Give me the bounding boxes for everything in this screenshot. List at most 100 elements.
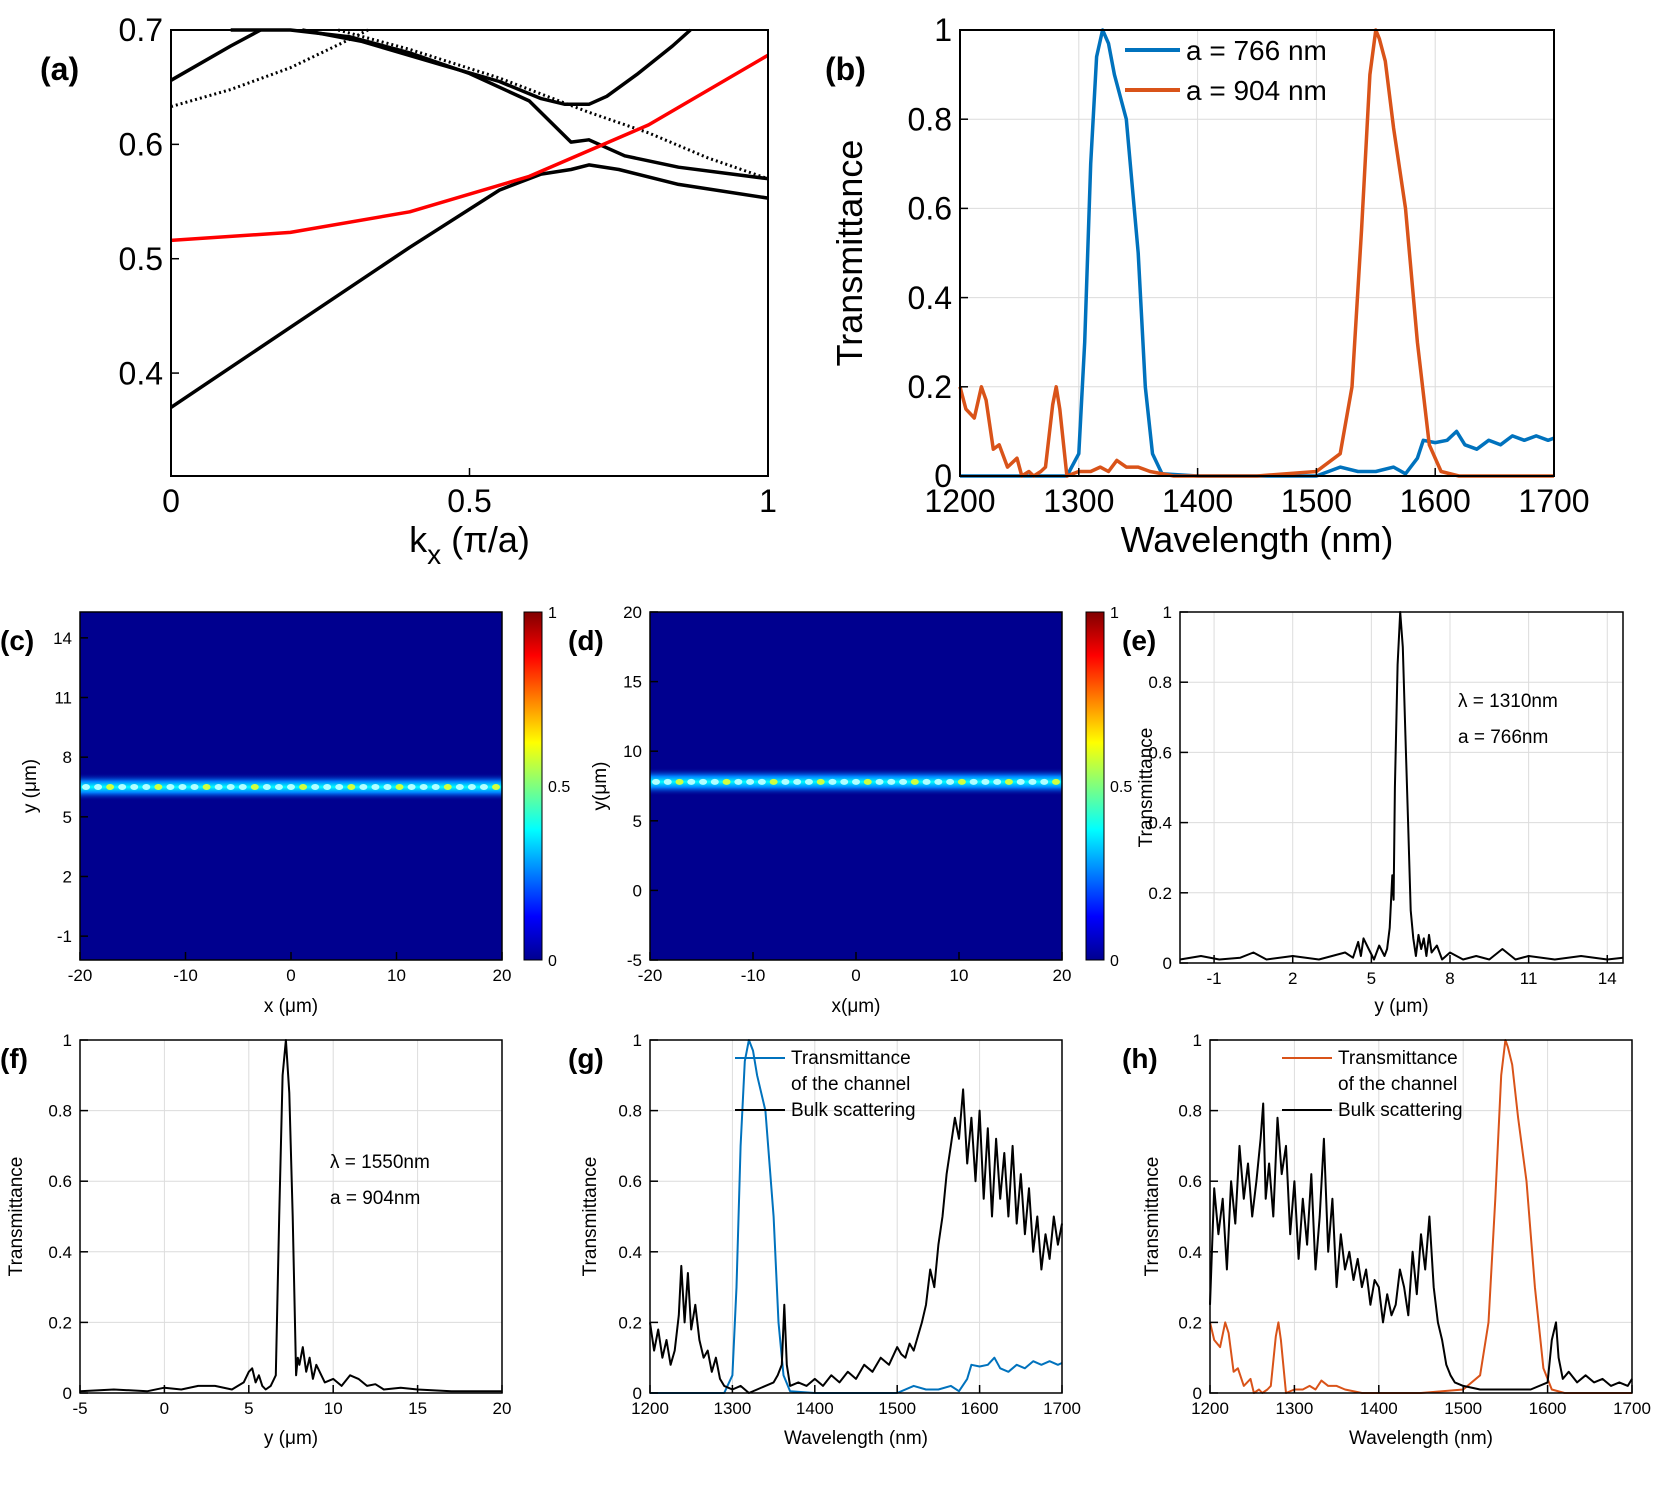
field-hotspot [383, 783, 392, 790]
colorbar [1085, 611, 1105, 961]
x-tick-label: -20 [68, 966, 93, 985]
x-tick-label: 10 [387, 966, 406, 985]
field-hotspot [492, 783, 500, 790]
x-axis-label: Wavelength (nm) [784, 1428, 928, 1449]
field-hotspot [419, 783, 428, 790]
y-tick-label: 11 [54, 688, 72, 707]
colorbar [523, 611, 543, 961]
y-tick-label: 5 [633, 812, 642, 831]
panel-label-h: (h) [1122, 1043, 1158, 1074]
field-hotspot [431, 783, 440, 790]
axes-frame [79, 1039, 503, 1394]
series-band-2 [230, 28, 769, 181]
legend-entry: Bulk scattering [1338, 1100, 1463, 1121]
y-tick-label: 0.6 [1178, 1172, 1202, 1191]
y-tick-label: 2 [63, 867, 72, 886]
y-tick-label: 0 [633, 881, 642, 900]
legend-entry: Transmittance [1338, 1048, 1458, 1069]
field-hotspot [840, 778, 849, 785]
x-tick-label: 1200 [1191, 1399, 1229, 1418]
y-tick-label: 0 [1163, 954, 1172, 973]
x-axis-label: y (μm) [1374, 996, 1428, 1017]
field-hotspot [652, 778, 660, 785]
y-tick-label: 0.6 [48, 1172, 72, 1191]
field-hotspot [443, 783, 452, 790]
x-tick-label: 11 [1520, 969, 1538, 988]
field-hotspot [781, 778, 790, 785]
series-profile [79, 1039, 502, 1393]
panel-label-a: (a) [40, 51, 79, 87]
field-hotspot [262, 783, 271, 790]
y-tick-label: 1 [633, 1031, 642, 1050]
y-tick-label: 1 [934, 12, 952, 48]
x-tick-label: 0 [851, 966, 860, 985]
field-hotspot [299, 783, 308, 790]
field-hotspot [238, 783, 247, 790]
x-tick-label: 10 [950, 966, 969, 985]
field-hotspot [793, 778, 802, 785]
field-hotspot [395, 783, 404, 790]
x-tick-label: 1200 [631, 1399, 669, 1418]
y-tick-label: 0.8 [48, 1102, 72, 1121]
y-tick-label: 0 [1193, 1384, 1202, 1403]
x-tick-label: -10 [741, 966, 766, 985]
x-tick-label: 8 [1445, 969, 1454, 988]
y-tick-label: 0.4 [48, 1243, 72, 1262]
y-tick-label: 0.4 [618, 1243, 642, 1262]
x-tick-label: 0 [286, 966, 295, 985]
field-hotspot [910, 778, 919, 785]
field-hotspot [106, 783, 115, 790]
legend-entry: a = 766 nm [1186, 35, 1327, 66]
annotation: a = 766nm [1458, 727, 1548, 748]
field-hotspot [118, 783, 127, 790]
field-hotspot [359, 783, 368, 790]
x-tick-label: 1400 [1360, 1399, 1398, 1418]
field-hotspot [1040, 778, 1049, 785]
x-axis-label: Wavelength (nm) [1121, 519, 1394, 560]
axes-frame [649, 1039, 1063, 1394]
field-hotspot [722, 778, 731, 785]
y-tick-label: 0.4 [119, 355, 163, 391]
field-hotspot [479, 783, 488, 790]
x-axis-label: y (μm) [264, 1428, 318, 1449]
colorbar-tick-label: 1 [548, 605, 557, 622]
field-hotspot [250, 783, 259, 790]
y-tick-label: 0.6 [618, 1172, 642, 1191]
field-hotspot [287, 783, 295, 790]
x-tick-label: -5 [72, 1399, 87, 1418]
y-tick-label: 8 [63, 748, 72, 767]
field-hotspot [166, 783, 175, 790]
field-hotspot [828, 778, 837, 785]
x-tick-label: 1500 [1281, 483, 1352, 519]
field-hotspot [734, 778, 743, 785]
y-tick-label: 0.6 [1148, 743, 1172, 762]
legend-entry: Bulk scattering [791, 1100, 916, 1121]
colorbar-tick-label: 0 [1110, 953, 1119, 970]
panel-c: (c) 0 0.5 1 -20 -10 0 10 20 -1 2 5 8 11 14 x (μm) y (μm) [0, 605, 570, 1017]
colorbar-tick-label: 1 [1110, 605, 1119, 622]
x-axis-label: x(μm) [832, 996, 881, 1017]
y-tick-label: 0.4 [908, 280, 952, 316]
x-tick-label: 1600 [961, 1399, 999, 1418]
x-tick-label: 1300 [1275, 1399, 1313, 1418]
y-tick-label: 0.2 [1178, 1313, 1202, 1332]
annotation: λ = 1310nm [1458, 691, 1558, 712]
field-hotspot [863, 778, 872, 785]
y-tick-label: 0 [633, 1384, 642, 1403]
series-band-3 [301, 28, 692, 107]
y-axis-label: Transmittance [829, 140, 870, 367]
field-hotspot [922, 778, 931, 785]
y-tick-label: -1 [57, 927, 72, 946]
panel-b: (b) 1200 1300 1400 1500 1600 1700 0 0.2 0.4 0.6 0.8… [825, 12, 1590, 560]
x-tick-label: 1300 [713, 1399, 751, 1418]
y-tick-label: 0.7 [119, 12, 163, 48]
y-tick-label: 0.6 [908, 191, 952, 227]
field-hotspot [757, 778, 766, 785]
field-hotspot [1052, 778, 1060, 785]
y-tick-label: 5 [63, 808, 72, 827]
field-hotspot [455, 783, 464, 790]
field-hotspot [142, 783, 151, 790]
field-hotspot [746, 778, 755, 785]
field-hotspot [875, 778, 884, 785]
y-axis-label: Transmittance [580, 1157, 601, 1277]
